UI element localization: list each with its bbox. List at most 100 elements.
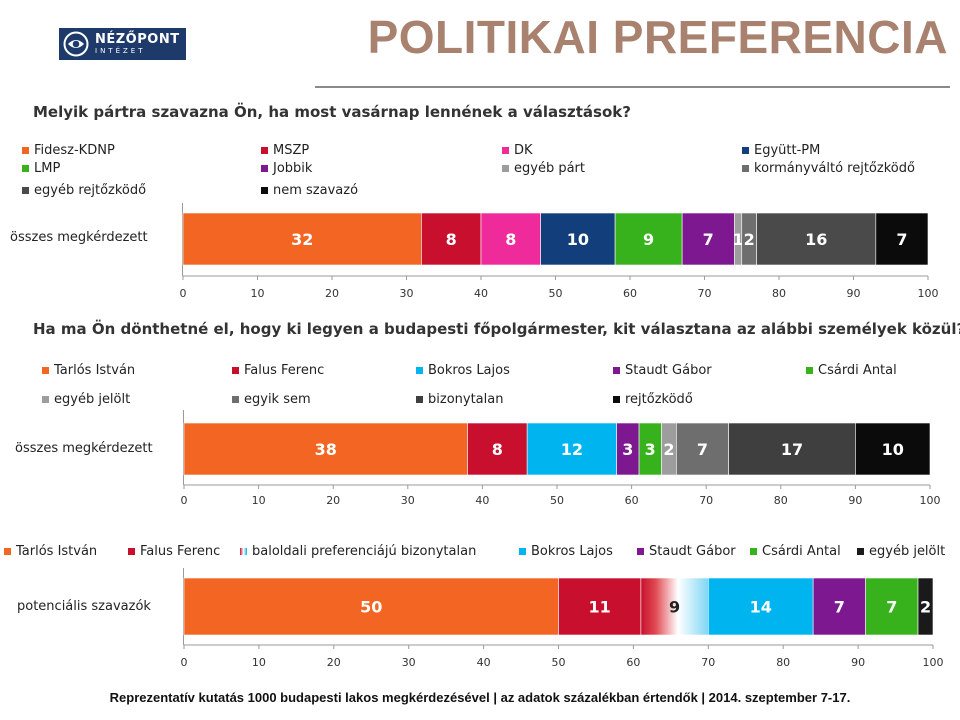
legend-label: MSZP	[273, 143, 310, 158]
bar-lmp	[614, 212, 683, 266]
legend-swatch	[22, 147, 29, 154]
x-tick-label: 20	[326, 494, 340, 507]
x-tick-label: 30	[402, 656, 416, 669]
x-tick-label: 40	[474, 287, 488, 300]
x-tick-label: 80	[774, 494, 788, 507]
legend-swatch	[240, 548, 247, 555]
data-label-staudt-gabor: 7	[834, 598, 845, 617]
data-label-falus-ferenc: 8	[492, 440, 503, 459]
legend-swatch	[519, 548, 526, 555]
x-tick-label: 40	[475, 494, 489, 507]
question-1: Melyik pártra szavazna Ön, ha most vasár…	[33, 103, 631, 121]
x-tick-label: 80	[776, 656, 790, 669]
legend-label: DK	[514, 143, 533, 158]
data-label-bokros-lajos: 12	[561, 440, 583, 459]
legend-swatch	[416, 396, 423, 403]
legend-swatch	[416, 367, 423, 374]
data-label-kormanyvalto-rejtozkodo: 2	[744, 230, 755, 249]
legend-label: egyéb rejtőzködő	[34, 183, 147, 198]
page-title: POLITIKAI PREFERENCIA	[367, 11, 948, 63]
legend-label: Bokros Lajos	[428, 363, 510, 378]
legend-item-egyeb-rejtozkodo: egyéb rejtőzködő	[22, 183, 146, 198]
legend-label: Tarlós István	[16, 544, 98, 559]
legend-item-kormanyvalto-rejtozkodo: kormányváltó rejtőzködő	[742, 161, 915, 176]
legend-item-lmp: LMP	[22, 161, 60, 176]
data-label-lmp: 9	[643, 230, 654, 249]
bar-egyeb-rejtozkodo	[756, 212, 877, 266]
legend-label: Falus Ferenc	[244, 363, 325, 378]
legend-item-egyeb-jelolt: egyéb jelölt	[42, 392, 130, 407]
footer-note: Reprezentatív kutatás 1000 budapesti lak…	[109, 690, 851, 705]
legend-label: Staudt Gábor	[649, 544, 736, 559]
legend-swatch	[637, 548, 644, 555]
data-label-mszp: 8	[446, 230, 457, 249]
legend-item-falus-ferenc: Falus Ferenc	[128, 544, 220, 559]
data-label-egyeb-jelolt: 2	[663, 440, 674, 459]
x-tick-label: 70	[698, 287, 712, 300]
legend-item-baloldali-preferenciaju-bizonytalan: baloldali preferenciájú bizonytalan	[240, 544, 476, 559]
logo: NÉZŐPONT INTÉZET	[59, 28, 186, 60]
legend-item-fidesz-kdnp: Fidesz-KDNP	[22, 143, 115, 158]
legend-item-bizonytalan: bizonytalan	[416, 392, 503, 407]
legend-swatch	[261, 147, 268, 154]
bar-tarlos-istvan	[183, 577, 559, 636]
legend-label: Csárdi Antal	[762, 544, 841, 559]
bar-egyutt-pm	[540, 212, 616, 266]
row-label-2: összes megkérdezett	[15, 441, 153, 456]
legend-swatch	[806, 367, 813, 374]
legend-swatch	[613, 367, 620, 374]
bar-falus-ferenc	[558, 577, 642, 636]
bar-dk	[480, 212, 541, 266]
legend-label: Bokros Lajos	[531, 544, 613, 559]
bar-rejtozkodo	[855, 422, 931, 476]
row-label-1: összes megkérdezett	[10, 230, 148, 245]
x-tick-label: 0	[181, 656, 188, 669]
bar-tarlos-istvan	[183, 422, 468, 476]
legend-label: kormányváltó rejtőzködő	[754, 161, 915, 176]
legend-label: egyéb jelölt	[869, 544, 946, 559]
legend-swatch	[232, 396, 239, 403]
legend-swatch	[261, 187, 268, 194]
legend-item-nem-szavazo: nem szavazó	[261, 183, 358, 198]
legend-item-jobbik: Jobbik	[261, 161, 312, 176]
legend-label: Falus Ferenc	[140, 544, 221, 559]
data-label-egyutt-pm: 10	[567, 230, 589, 249]
legend-swatch	[502, 165, 509, 172]
legend-swatch	[128, 548, 135, 555]
bar-csardi-antal	[865, 577, 919, 636]
data-label-jobbik: 7	[703, 230, 714, 249]
legend-swatch	[261, 165, 268, 172]
legend-label: Jobbik	[273, 161, 313, 176]
legend-label: egyéb párt	[514, 161, 585, 176]
legend-swatch	[502, 147, 509, 154]
logo-subtitle: INTÉZET	[95, 47, 146, 55]
data-label-egyeb-jelolt: 2	[920, 598, 931, 617]
legend-item-tarlos-istvan: Tarlós István	[42, 363, 135, 378]
x-tick-label: 100	[918, 287, 939, 300]
x-tick-label: 20	[325, 287, 339, 300]
x-tick-label: 70	[699, 494, 713, 507]
data-label-egyeb-part: 1	[732, 230, 743, 249]
x-tick-label: 90	[847, 287, 861, 300]
eye-logo-icon	[63, 31, 89, 57]
legend-swatch	[42, 396, 49, 403]
x-tick-label: 50	[549, 287, 563, 300]
legend-item-mszp: MSZP	[261, 143, 309, 158]
x-tick-label: 40	[477, 656, 491, 669]
bar-fidesz-kdnp	[182, 212, 422, 266]
x-tick-label: 100	[923, 656, 944, 669]
x-tick-label: 90	[848, 494, 862, 507]
legend-swatch	[857, 548, 864, 555]
x-tick-label: 10	[252, 656, 266, 669]
x-tick-label: 60	[625, 494, 639, 507]
legend-item-csardi-antal: Csárdi Antal	[806, 363, 897, 378]
data-label-egyeb-rejtozkodo: 16	[805, 230, 827, 249]
data-label-dk: 8	[505, 230, 516, 249]
data-label-csardi-antal: 3	[645, 440, 656, 459]
legend-swatch	[742, 147, 749, 154]
x-tick-label: 10	[252, 494, 266, 507]
bar-staudt-gabor	[812, 577, 866, 636]
data-label-staudt-gabor: 3	[622, 440, 633, 459]
x-tick-label: 20	[327, 656, 341, 669]
x-tick-label: 50	[550, 494, 564, 507]
